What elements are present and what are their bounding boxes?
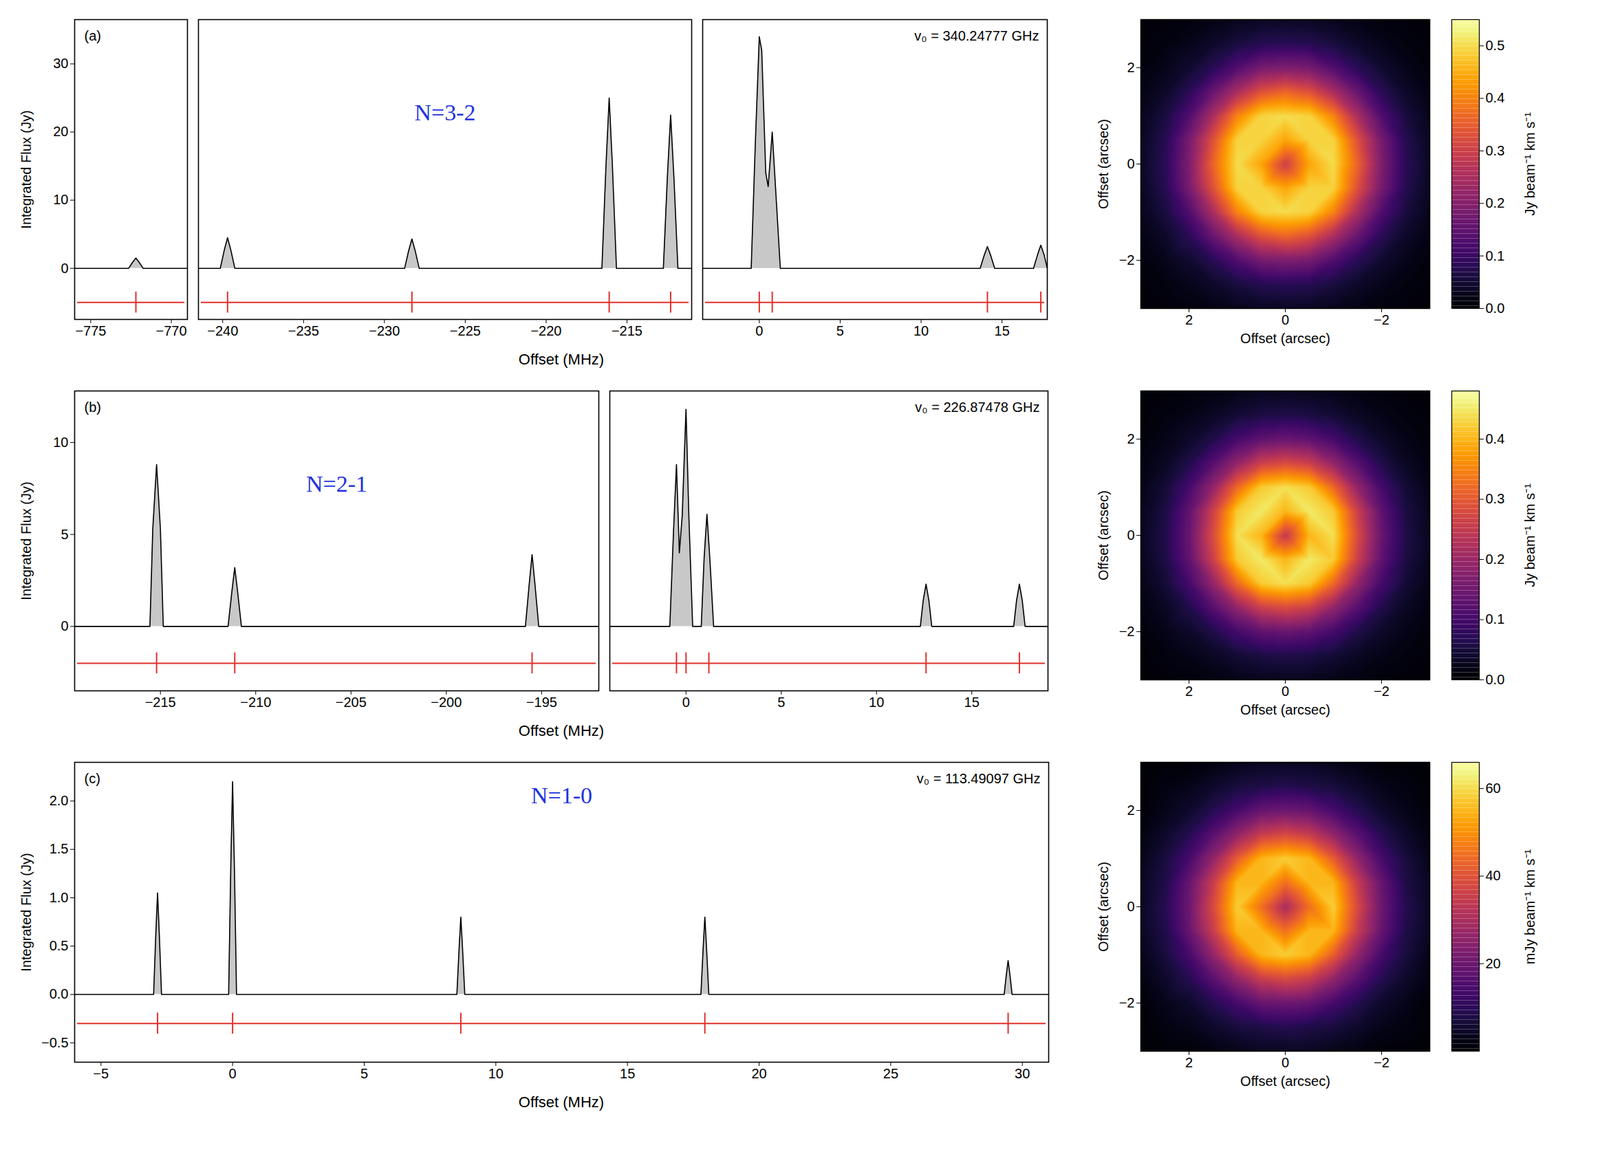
svg-text:5: 5 [777, 694, 785, 710]
svg-text:mJy beam⁻¹ km s⁻¹: mJy beam⁻¹ km s⁻¹ [1522, 848, 1538, 965]
svg-text:0.0: 0.0 [1485, 300, 1506, 316]
svg-text:2: 2 [1185, 1055, 1193, 1071]
svg-text:Integrated Flux (Jy): Integrated Flux (Jy) [18, 110, 34, 229]
svg-text:0: 0 [1126, 527, 1135, 543]
svg-text:−2: −2 [1373, 1055, 1390, 1071]
html-text:Offset (MHz): Offset (MHz) [518, 722, 605, 740]
svg-text:0: 0 [1281, 1055, 1290, 1071]
svg-text:10: 10 [52, 191, 69, 208]
svg-text:Jy beam⁻¹ km s⁻¹: Jy beam⁻¹ km s⁻¹ [1522, 112, 1538, 216]
svg-text:5: 5 [60, 526, 69, 543]
svg-text:Offset (arcsec): Offset (arcsec) [1240, 702, 1331, 718]
svg-text:30: 30 [1014, 1066, 1030, 1082]
svg-text:−230: −230 [368, 323, 400, 339]
svg-text:−775: −775 [74, 323, 106, 339]
svg-text:−2: −2 [1373, 312, 1390, 328]
svg-text:0.2: 0.2 [1485, 551, 1506, 567]
svg-text:−215: −215 [145, 694, 177, 710]
svg-text:2: 2 [1126, 802, 1135, 818]
svg-text:30: 30 [52, 55, 69, 71]
svg-text:(b): (b) [84, 399, 102, 415]
svg-text:−240: −240 [207, 323, 239, 339]
svg-text:−195: −195 [526, 694, 558, 710]
svg-text:0.0: 0.0 [49, 986, 69, 1002]
svg-text:10: 10 [52, 434, 69, 450]
svg-text:0: 0 [60, 618, 69, 634]
svg-text:Integrated Flux (Jy): Integrated Flux (Jy) [18, 481, 34, 600]
svg-text:2.0: 2.0 [49, 793, 69, 809]
svg-text:0.1: 0.1 [1485, 611, 1506, 627]
svg-text:−770: −770 [156, 323, 188, 339]
svg-text:0: 0 [229, 1066, 237, 1082]
svg-text:Offset (arcsec): Offset (arcsec) [1095, 861, 1111, 953]
svg-text:1.0: 1.0 [49, 890, 69, 906]
svg-text:−210: −210 [240, 694, 272, 710]
svg-text:(a): (a) [84, 28, 102, 44]
svg-text:60: 60 [1485, 780, 1501, 796]
svg-text:−0.5: −0.5 [41, 1035, 69, 1051]
svg-text:0.0: 0.0 [1485, 672, 1506, 688]
svg-text:2: 2 [1185, 312, 1193, 328]
svg-text:(c): (c) [84, 771, 101, 787]
svg-text:−200: −200 [430, 694, 462, 710]
svg-text:v₀ = 113.49097 GHz: v₀ = 113.49097 GHz [916, 771, 1041, 787]
svg-text:Integrated Flux (Jy): Integrated Flux (Jy) [18, 852, 34, 972]
svg-text:−5: −5 [92, 1066, 109, 1082]
svg-text:−205: −205 [335, 694, 367, 710]
svg-text:15: 15 [994, 323, 1010, 339]
svg-text:−2: −2 [1119, 995, 1135, 1011]
svg-text:N=3-2: N=3-2 [414, 99, 476, 126]
svg-text:15: 15 [964, 694, 980, 710]
svg-text:−2: −2 [1119, 623, 1135, 640]
svg-text:v₀ = 340.24777 GHz: v₀ = 340.24777 GHz [914, 28, 1039, 44]
svg-text:0: 0 [1281, 683, 1290, 699]
svg-text:5: 5 [360, 1066, 369, 1082]
svg-text:−2: −2 [1373, 683, 1390, 699]
svg-text:Offset (arcsec): Offset (arcsec) [1240, 1073, 1331, 1089]
svg-text:N=2-1: N=2-1 [306, 471, 368, 497]
svg-text:0: 0 [1126, 899, 1135, 915]
svg-text:−225: −225 [449, 323, 481, 339]
svg-text:v₀ = 226.87478 GHz: v₀ = 226.87478 GHz [914, 399, 1040, 415]
svg-text:10: 10 [488, 1066, 504, 1082]
svg-text:0.1: 0.1 [1485, 248, 1506, 264]
svg-text:−215: −215 [611, 323, 643, 339]
html-text:Offset (MHz): Offset (MHz) [518, 350, 605, 369]
svg-text:−2: −2 [1119, 252, 1135, 268]
svg-text:0.5: 0.5 [1485, 37, 1506, 53]
svg-text:−220: −220 [530, 323, 562, 339]
svg-text:0: 0 [60, 260, 69, 276]
svg-text:0: 0 [682, 694, 690, 710]
svg-text:10: 10 [913, 323, 929, 339]
svg-text:20: 20 [751, 1066, 767, 1082]
svg-text:25: 25 [883, 1066, 899, 1082]
svg-text:2: 2 [1126, 59, 1135, 75]
svg-text:0.3: 0.3 [1485, 491, 1506, 507]
svg-text:40: 40 [1485, 868, 1501, 884]
svg-text:0: 0 [755, 323, 763, 339]
svg-text:0.2: 0.2 [1485, 195, 1506, 211]
svg-text:1.5: 1.5 [49, 841, 69, 857]
svg-text:0.3: 0.3 [1485, 143, 1506, 159]
svg-text:20: 20 [1485, 956, 1501, 972]
svg-text:−235: −235 [288, 323, 320, 339]
svg-text:Jy beam⁻¹ km s⁻¹: Jy beam⁻¹ km s⁻¹ [1522, 483, 1538, 588]
svg-text:Offset (arcsec): Offset (arcsec) [1095, 119, 1111, 210]
svg-text:0.5: 0.5 [49, 938, 69, 954]
svg-text:N=1-0: N=1-0 [531, 782, 593, 809]
svg-text:2: 2 [1185, 683, 1193, 699]
svg-text:20: 20 [52, 123, 69, 139]
svg-text:5: 5 [836, 323, 845, 339]
svg-text:Offset (arcsec): Offset (arcsec) [1240, 330, 1331, 347]
svg-text:0: 0 [1281, 312, 1290, 328]
svg-text:Offset (arcsec): Offset (arcsec) [1095, 490, 1111, 581]
svg-text:15: 15 [619, 1066, 635, 1082]
svg-text:0: 0 [1126, 156, 1135, 172]
svg-text:10: 10 [868, 694, 884, 710]
svg-text:0.4: 0.4 [1485, 431, 1506, 447]
svg-text:2: 2 [1126, 431, 1135, 447]
svg-text:0.4: 0.4 [1485, 90, 1506, 106]
html-text:Offset (MHz): Offset (MHz) [518, 1093, 605, 1111]
